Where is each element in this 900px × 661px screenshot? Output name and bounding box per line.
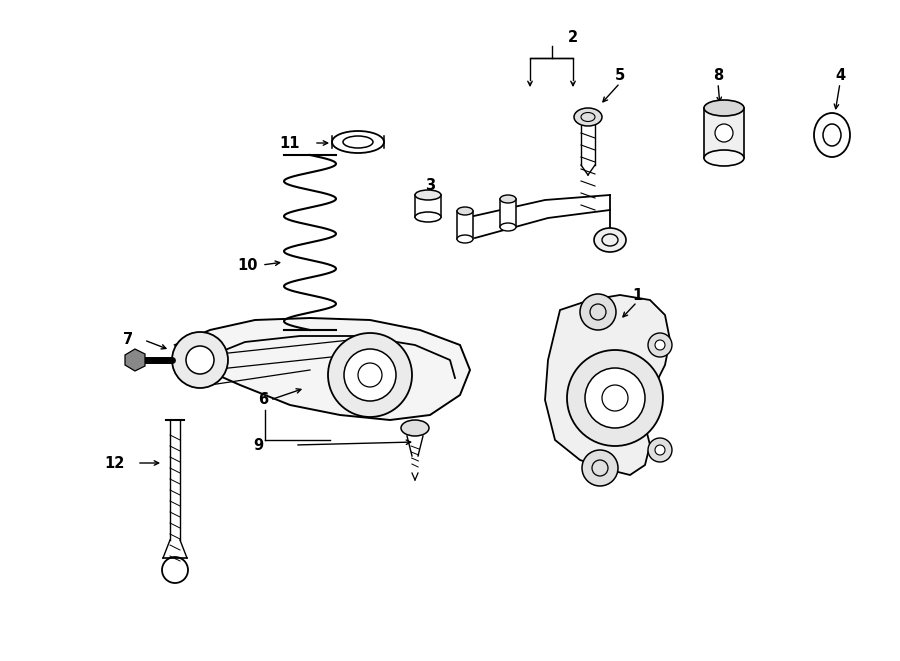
Circle shape	[344, 349, 396, 401]
Text: 9: 9	[253, 438, 263, 453]
Circle shape	[648, 333, 672, 357]
Circle shape	[585, 368, 645, 428]
Ellipse shape	[401, 420, 429, 436]
Circle shape	[172, 332, 228, 388]
Circle shape	[580, 294, 616, 330]
Ellipse shape	[500, 195, 516, 203]
Text: 6: 6	[258, 393, 268, 407]
Bar	[457, 211, 473, 239]
Text: 10: 10	[238, 258, 258, 272]
Ellipse shape	[415, 212, 441, 222]
Circle shape	[655, 340, 665, 350]
Ellipse shape	[415, 190, 441, 200]
Text: 1: 1	[632, 288, 642, 303]
Ellipse shape	[704, 100, 744, 116]
Text: 5: 5	[615, 67, 626, 83]
Bar	[500, 199, 516, 227]
Polygon shape	[125, 349, 145, 371]
Ellipse shape	[715, 124, 733, 142]
Ellipse shape	[594, 228, 626, 252]
Ellipse shape	[704, 150, 744, 166]
Ellipse shape	[457, 235, 473, 243]
Polygon shape	[175, 318, 470, 420]
Text: 8: 8	[713, 67, 723, 83]
Ellipse shape	[574, 108, 602, 126]
Text: 7: 7	[123, 332, 133, 348]
Text: 4: 4	[835, 67, 845, 83]
Circle shape	[328, 333, 412, 417]
Circle shape	[648, 438, 672, 462]
Polygon shape	[545, 295, 670, 475]
Ellipse shape	[457, 207, 473, 215]
Text: 11: 11	[280, 136, 301, 151]
Circle shape	[655, 445, 665, 455]
Circle shape	[186, 346, 214, 374]
Circle shape	[582, 450, 618, 486]
Text: 3: 3	[425, 178, 435, 192]
Text: 12: 12	[104, 455, 125, 471]
Circle shape	[567, 350, 663, 446]
Bar	[415, 195, 441, 217]
Ellipse shape	[500, 223, 516, 231]
Bar	[704, 108, 744, 158]
Text: 2: 2	[568, 30, 578, 46]
